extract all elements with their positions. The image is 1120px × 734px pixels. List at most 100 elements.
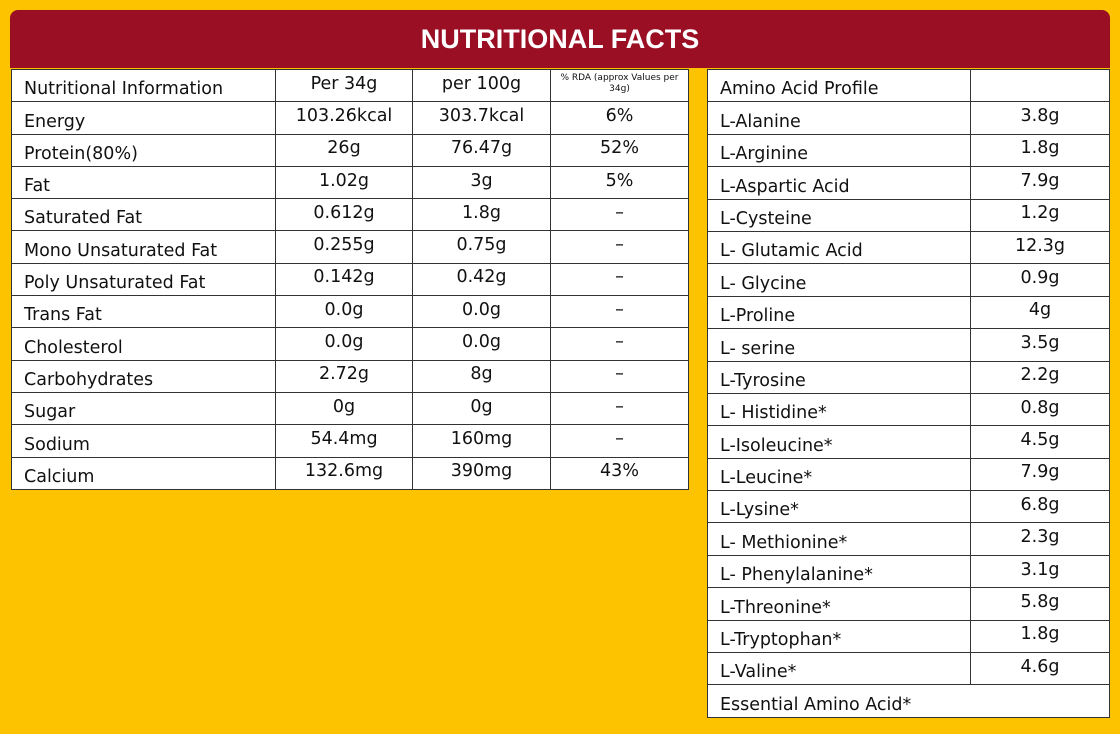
amino-value: 6.8g xyxy=(970,490,1110,524)
row: L-Isoleucine* 4.5g xyxy=(707,425,1110,459)
cell-value: 0.42g xyxy=(412,262,551,297)
nutrient-name: Saturated Fat xyxy=(11,198,276,232)
cell-value: 0.75g xyxy=(412,230,551,264)
amino-name: L-Arginine xyxy=(707,133,971,168)
cell-value: 76.47g xyxy=(412,133,551,167)
amino-name: L-Valine* xyxy=(707,652,971,686)
cell-value: 390mg xyxy=(412,456,551,490)
row: L- Methionine* 2.3g xyxy=(707,522,1110,556)
cell-value: 5% xyxy=(550,165,689,200)
row: Saturated Fat 0.612g 1.8g – xyxy=(11,198,689,232)
cell-value: 303.7kcal xyxy=(412,101,551,135)
cell-value: 132.6mg xyxy=(275,456,413,490)
row: L- Phenylalanine* 3.1g xyxy=(707,554,1110,589)
cell-value: 26g xyxy=(275,133,413,167)
cell-value: – xyxy=(550,359,689,393)
column-header: Per 34g xyxy=(275,68,413,103)
header-row: Nutritional Information Per 34g per 100g% … xyxy=(11,68,689,103)
title: NUTRITIONAL FACTS xyxy=(420,23,700,54)
cell-value: 0.0g xyxy=(275,295,413,329)
amino-name: L- Histidine* xyxy=(707,392,971,427)
cell-value: 6% xyxy=(550,101,689,135)
amino-name: L-Cysteine xyxy=(707,198,971,232)
empty-cell xyxy=(970,68,1110,103)
row: L- Histidine* 0.8g xyxy=(707,392,1110,427)
amino-value: 12.3g xyxy=(970,230,1110,265)
row: Protein(80%) 26g 76.47g 52% xyxy=(11,133,689,167)
cell-value: 43% xyxy=(550,456,689,490)
amino-name: L-Tyrosine xyxy=(707,360,971,394)
nutrient-name: Mono Unsaturated Fat xyxy=(11,230,276,264)
nutrient-name: Trans Fat xyxy=(11,295,276,329)
amino-name: L-Lysine* xyxy=(707,490,971,524)
cell-value: 54.4mg xyxy=(275,424,413,458)
row: L-Cysteine 1.2g xyxy=(707,198,1110,232)
amino-value: 1.2g xyxy=(970,198,1110,232)
column-header: per 100g xyxy=(412,68,551,103)
column-header: % RDA (approx Values per 34g) xyxy=(550,68,689,103)
cell-value: 3g xyxy=(412,165,551,200)
row: L-Arginine 1.8g xyxy=(707,133,1110,168)
cell-value: 0.255g xyxy=(275,230,413,264)
amino-value: 2.2g xyxy=(970,360,1110,394)
row: Carbohydrates 2.72g 8g – xyxy=(11,359,689,393)
cell-value: – xyxy=(550,295,689,329)
amino-name: L- Phenylalanine* xyxy=(707,554,971,589)
row: Mono Unsaturated Fat 0.255g 0.75g – xyxy=(11,230,689,264)
nutrient-name: Cholesterol xyxy=(11,327,276,361)
nutrient-name: Sodium xyxy=(11,424,276,458)
row: L-Threonine* 5.8g xyxy=(707,587,1110,621)
cell-value: 52% xyxy=(550,133,689,167)
row: L-Alanine 3.8g xyxy=(707,101,1110,135)
amino-name: L-Alanine xyxy=(707,101,971,135)
nutrient-name: Fat xyxy=(11,165,276,200)
row: L-Tyrosine 2.2g xyxy=(707,360,1110,394)
row: Energy 103.26kcal 303.7kcal 6% xyxy=(11,101,689,135)
amino-name: L-Leucine* xyxy=(707,457,971,492)
row: Trans Fat 0.0g 0.0g – xyxy=(11,295,689,329)
cell-value: 103.26kcal xyxy=(275,101,413,135)
row: L-Aspartic Acid 7.9g xyxy=(707,166,1110,200)
cell-value: – xyxy=(550,198,689,232)
amino-name: L-Proline xyxy=(707,295,971,330)
amino-name: L- Glycine xyxy=(707,263,971,297)
amino-value: 1.8g xyxy=(970,133,1110,168)
cell-value: 0.0g xyxy=(275,327,413,361)
cell-value: – xyxy=(550,262,689,297)
row: L- serine 3.5g xyxy=(707,328,1110,362)
amino-value: 4g xyxy=(970,295,1110,330)
footer-row: Essential Amino Acid* xyxy=(707,684,1110,718)
cell-value: – xyxy=(550,230,689,264)
amino-name: L-Threonine* xyxy=(707,587,971,621)
amino-name: L- Methionine* xyxy=(707,522,971,556)
amino-value: 2.3g xyxy=(970,522,1110,556)
nutrient-name: Carbohydrates xyxy=(11,359,276,393)
nutrient-name: Protein(80%) xyxy=(11,133,276,167)
row: L-Tryptophan* 1.8g xyxy=(707,619,1110,654)
row: L-Valine* 4.6g xyxy=(707,652,1110,686)
cell-value: – xyxy=(550,424,689,458)
nutrition-table: Nutritional Information Per 34g per 100g% … xyxy=(11,68,689,490)
cell-value: 2.72g xyxy=(275,359,413,393)
row: Fat 1.02g 3g 5% xyxy=(11,165,689,200)
cell-value: – xyxy=(550,391,689,426)
amino-value: 0.8g xyxy=(970,392,1110,427)
amino-value: 5.8g xyxy=(970,587,1110,621)
amino-value: 7.9g xyxy=(970,457,1110,492)
cell-value: 0.0g xyxy=(412,327,551,361)
row: Cholesterol 0.0g 0.0g – xyxy=(11,327,689,361)
cell-value: 0.0g xyxy=(412,295,551,329)
cell-value: 0.142g xyxy=(275,262,413,297)
nutrient-name: Calcium xyxy=(11,456,276,490)
amino-name: L- serine xyxy=(707,328,971,362)
amino-table: Amino Acid Profile L-Alanine 3.8g L-Arginin… xyxy=(707,68,1110,718)
row: L- Glycine 0.9g xyxy=(707,263,1110,297)
amino-value: 1.8g xyxy=(970,619,1110,654)
row: L-Proline 4g xyxy=(707,295,1110,330)
cell-value: 0g xyxy=(275,391,413,426)
cell-value: 0.612g xyxy=(275,198,413,232)
row: Sugar 0g 0g – xyxy=(11,391,689,426)
row: Calcium 132.6mg 390mg 43% xyxy=(11,456,689,490)
